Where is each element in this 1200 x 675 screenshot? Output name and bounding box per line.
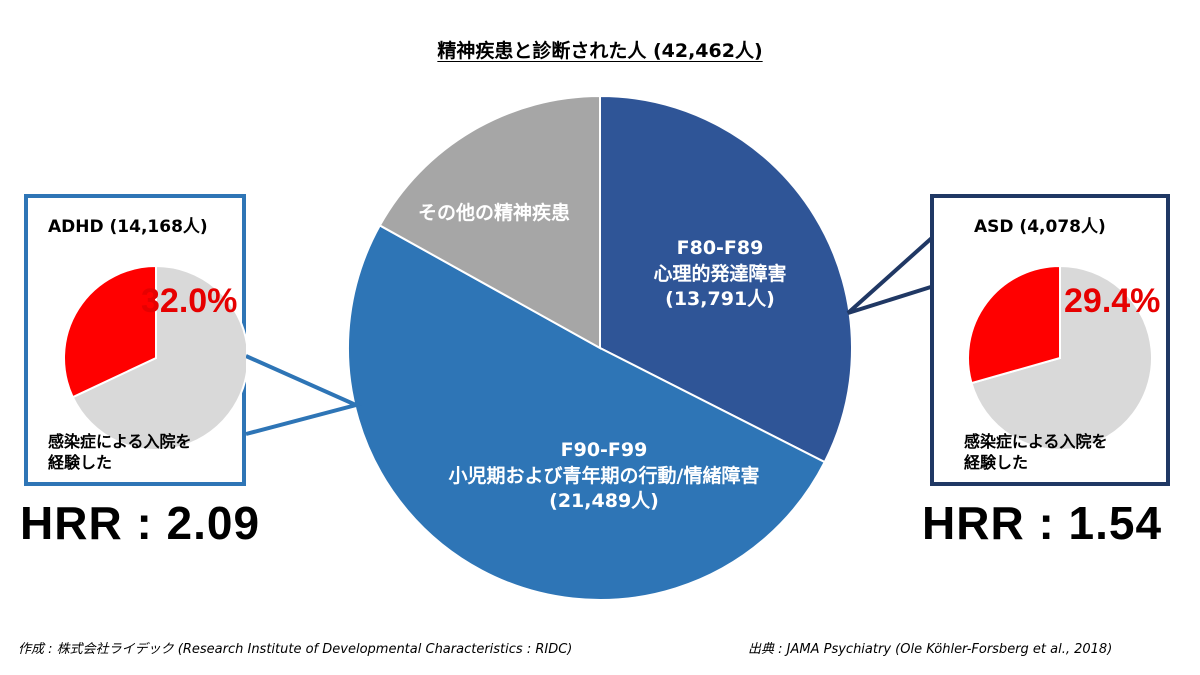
slice-other-name: その他の精神疾患 bbox=[417, 202, 570, 224]
adhd-hrr: HRR : 2.09 bbox=[20, 497, 261, 549]
slice-f80-code: F80-F89 bbox=[676, 237, 764, 259]
main-pie-slice-2 bbox=[378, 94, 601, 350]
adhd-callout: ADHD (14,168人) 32.0% 感染症による入院を 経験した bbox=[24, 194, 246, 486]
adhd-pie-slice-0 bbox=[71, 264, 246, 451]
slice-f90-code: F90-F99 bbox=[560, 439, 648, 461]
asd-hrr: HRR : 1.54 bbox=[922, 497, 1163, 549]
adhd-percent: 32.0% bbox=[141, 282, 238, 320]
slice-label-f90: F90-F99 小児期および青年期の行動/情緒障害 (21,489人) bbox=[404, 438, 804, 515]
adhd-note: 感染症による入院を 経験した bbox=[48, 432, 192, 474]
footer-source: 出典 : JAMA Psychiatry (Ole Köhler-Forsber… bbox=[748, 642, 1113, 657]
asd-percent: 29.4% bbox=[1064, 282, 1161, 320]
adhd-note-line2: 経験した bbox=[48, 452, 113, 472]
asd-title: ASD (4,078人) bbox=[974, 217, 1106, 237]
main-pie-slice-0 bbox=[599, 94, 853, 464]
asd-note-line1: 感染症による入院を bbox=[964, 432, 1108, 451]
adhd-pie-slice-1 bbox=[63, 264, 157, 399]
slice-label-other: その他の精神疾患 bbox=[394, 201, 594, 227]
slice-f80-name: 心理的発達障害 bbox=[653, 262, 787, 285]
adhd-note-line1: 感染症による入院を bbox=[48, 432, 192, 451]
asd-pie-slice-0 bbox=[970, 264, 1153, 451]
slice-f90-name: 小児期および青年期の行動/情緒障害 bbox=[448, 464, 760, 487]
asd-pie bbox=[967, 264, 1153, 451]
chart-title: 精神疾患と診断された人 (42,462人) bbox=[0, 36, 1200, 63]
chart-title-text: 精神疾患と診断された人 (42,462人) bbox=[437, 40, 763, 62]
main-pie-slice-1 bbox=[347, 224, 827, 601]
slice-f80-count: (13,791人) bbox=[665, 288, 775, 311]
adhd-title: ADHD (14,168人) bbox=[48, 217, 208, 237]
asd-note: 感染症による入院を 経験した bbox=[964, 432, 1108, 474]
slice-label-f80: F80-F89 心理的発達障害 (13,791人) bbox=[630, 236, 810, 313]
adhd-pie bbox=[63, 264, 246, 451]
slice-f90-count: (21,489人) bbox=[549, 490, 659, 513]
footer-credit: 作成 : 株式会社ライデック (Research Institute of De… bbox=[18, 642, 573, 657]
asd-note-line2: 経験した bbox=[964, 452, 1029, 472]
asd-pie-slice-1 bbox=[967, 264, 1061, 385]
asd-callout: ASD (4,078人) 29.4% 感染症による入院を 経験した bbox=[930, 194, 1170, 486]
asd-pointer bbox=[846, 234, 936, 315]
adhd-pointer bbox=[245, 354, 363, 436]
